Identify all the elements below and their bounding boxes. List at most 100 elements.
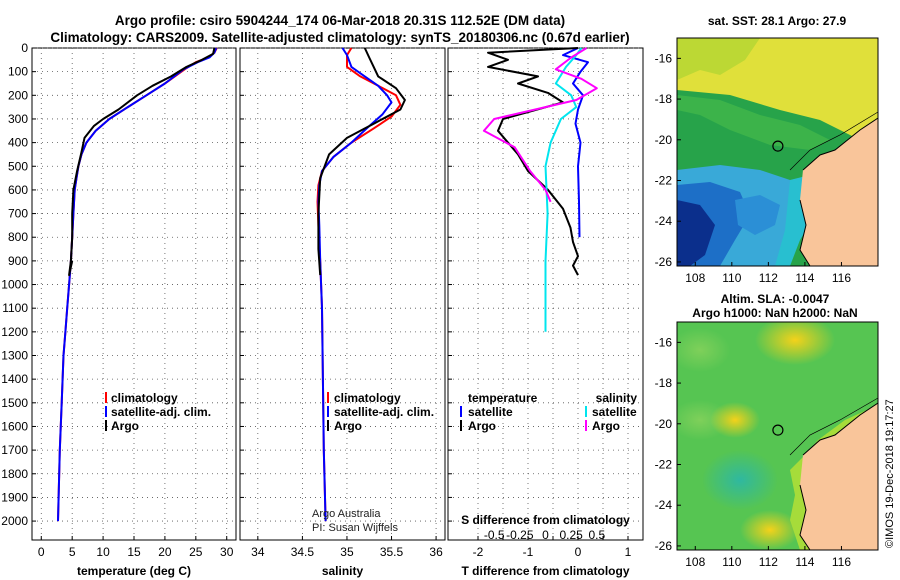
legend-temperature-heading: temperature [468, 391, 538, 405]
lon-tick-label: 116 [832, 555, 851, 569]
y-tick-label: 700 [8, 207, 28, 221]
y-tick-label: 400 [8, 136, 28, 150]
lat-tick-label: -24 [655, 498, 673, 512]
sst-map-title: sat. SST: 28.1 Argo: 27.9 [708, 14, 847, 28]
sst-map-axes: -16 -18 -20 -22 -24 -26 108 110 112 114 116 [655, 51, 852, 285]
series-line-satellite [562, 47, 589, 238]
legend-satellite-label: satellite-adj. clim. [111, 405, 211, 419]
sla-map-title-line1: Altim. SLA: -0.0047 [721, 292, 830, 306]
sla-map: Altim. SLA: -0.0047 Argo h1000: NaN h200… [655, 292, 879, 569]
x-top-tick-label: -0.5 [484, 528, 505, 542]
y-tick-label: 800 [8, 230, 28, 244]
legend-s-argo-label: Argo [592, 419, 620, 433]
x-top-tick-label: -0.25 [506, 528, 534, 542]
lat-tick-label: -16 [655, 51, 673, 65]
lat-tick-label: -26 [655, 539, 673, 553]
y-tick-label: 600 [8, 183, 28, 197]
lat-tick-label: -20 [655, 133, 673, 147]
y-tick-label: 300 [8, 112, 28, 126]
x-top-tick-label: 0 [542, 528, 549, 542]
lon-tick-label: 112 [759, 271, 778, 285]
lon-tick-label: 114 [795, 271, 814, 285]
x-tick-label: 36 [429, 545, 443, 559]
lat-tick-label: -20 [655, 417, 673, 431]
lon-tick-label: 114 [795, 555, 814, 569]
legend-climatology-label: climatology [334, 391, 401, 405]
x-axis-label: salinity [322, 564, 364, 578]
y-tick-label: 100 [8, 65, 28, 79]
land [800, 403, 878, 550]
lat-tick-label: -24 [655, 214, 673, 228]
lon-tick-label: 112 [759, 555, 778, 569]
legend-t-satellite-label: satellite [468, 405, 513, 419]
land [800, 118, 878, 266]
sst-map: sat. SST: 28.1 Argo: 27.9 -16 -18 -20 -22 -2… [655, 14, 879, 285]
sla-map-title-line2: Argo h1000: NaN h2000: NaN [692, 306, 857, 320]
series-line-argo [482, 47, 598, 203]
lon-tick-label: 116 [832, 271, 851, 285]
x-tick-label: 20 [158, 545, 172, 559]
legend-argo-label: Argo [111, 419, 139, 433]
x-tick-label: 30 [220, 545, 234, 559]
x-tick-label: 35.5 [380, 545, 404, 559]
argo-float-marker [772, 424, 784, 436]
temperature-legend: climatology satellite-adj. clim. Argo [105, 391, 211, 433]
series-line-argo [487, 47, 579, 276]
annotation-argo-australia: Argo Australia [312, 508, 381, 520]
title-line1: Argo profile: csiro 5904244_174 06-Mar-2… [115, 13, 565, 28]
salinity-legend: climatology satellite-adj. clim. Argo Ar… [312, 391, 434, 534]
annotation-pi: PI: Susan Wijffels [312, 522, 398, 534]
y-tick-label: 0 [21, 41, 28, 55]
legend-climatology-label: climatology [111, 391, 178, 405]
y-tick-label: 1300 [1, 349, 28, 363]
x-tick-label: 34.5 [291, 545, 315, 559]
y-tick-label: 1900 [1, 490, 28, 504]
y-tick-label: 900 [8, 254, 28, 268]
lon-tick-label: 108 [685, 555, 705, 569]
y-tick-label: 1700 [1, 443, 28, 457]
legend-salinity-heading: salinity [596, 391, 638, 405]
lat-tick-label: -22 [655, 174, 673, 188]
x-tick-label: -1 [523, 545, 534, 559]
x-tick-label: -2 [473, 545, 484, 559]
legend-t-argo-label: Argo [468, 419, 496, 433]
lat-tick-label: -18 [655, 376, 673, 390]
x-top-tick-label: 0.5 [588, 528, 605, 542]
x-tick-label: 1 [625, 545, 632, 559]
y-tick-label: 500 [8, 159, 28, 173]
legend-argo-label: Argo [334, 419, 362, 433]
sla-map-axes: -16 -18 -20 -22 -24 -26 108 110 112 114 116 [655, 335, 852, 569]
lon-tick-label: 110 [722, 555, 741, 569]
imos-credit: ©IMOS 19-Dec-2018 19:17:27 [884, 399, 896, 548]
y-tick-label: 1200 [1, 325, 28, 339]
difference-legend: temperature satellite Argo salinity sate… [460, 391, 638, 433]
y-tick-label: 200 [8, 88, 28, 102]
lon-tick-label: 110 [722, 271, 741, 285]
x-axis-label: temperature (deg C) [77, 564, 191, 578]
legend-s-satellite-label: satellite [592, 405, 637, 419]
legend-satellite-label: satellite-adj. clim. [334, 405, 434, 419]
x-axis-label: T difference from climatology [461, 564, 629, 578]
title-line2: Climatology: CARS2009. Satellite-adjuste… [50, 30, 629, 45]
y-tick-label: 1600 [1, 419, 28, 433]
x-tick-label: 10 [96, 545, 110, 559]
temperature-panel: 0100200300400500600700800900100011001200… [1, 41, 237, 578]
lat-tick-label: -18 [655, 92, 673, 106]
y-tick-label: 1100 [2, 301, 28, 315]
salinity-panel: 34 34.5 35 35.5 36 salinity [239, 47, 446, 578]
plot-frame [239, 47, 446, 541]
x-top-tick-label: 0.25 [559, 528, 583, 542]
lon-tick-label: 108 [685, 271, 705, 285]
x-tick-label: 0 [38, 545, 45, 559]
y-tick-label: 1400 [1, 372, 28, 386]
series-line-satellite-adj-clim- [317, 47, 393, 522]
difference-panel: -2 -1 0 1 T difference from climatology S dif… [447, 47, 644, 578]
y-tick-label: 2000 [1, 514, 28, 528]
y-tick-label: 1800 [1, 467, 28, 481]
series-line-argo [68, 47, 216, 277]
lat-tick-label: -26 [655, 255, 673, 269]
x-tick-label: 5 [69, 545, 76, 559]
lat-tick-label: -22 [655, 458, 673, 472]
x-tick-label: 25 [189, 545, 203, 559]
